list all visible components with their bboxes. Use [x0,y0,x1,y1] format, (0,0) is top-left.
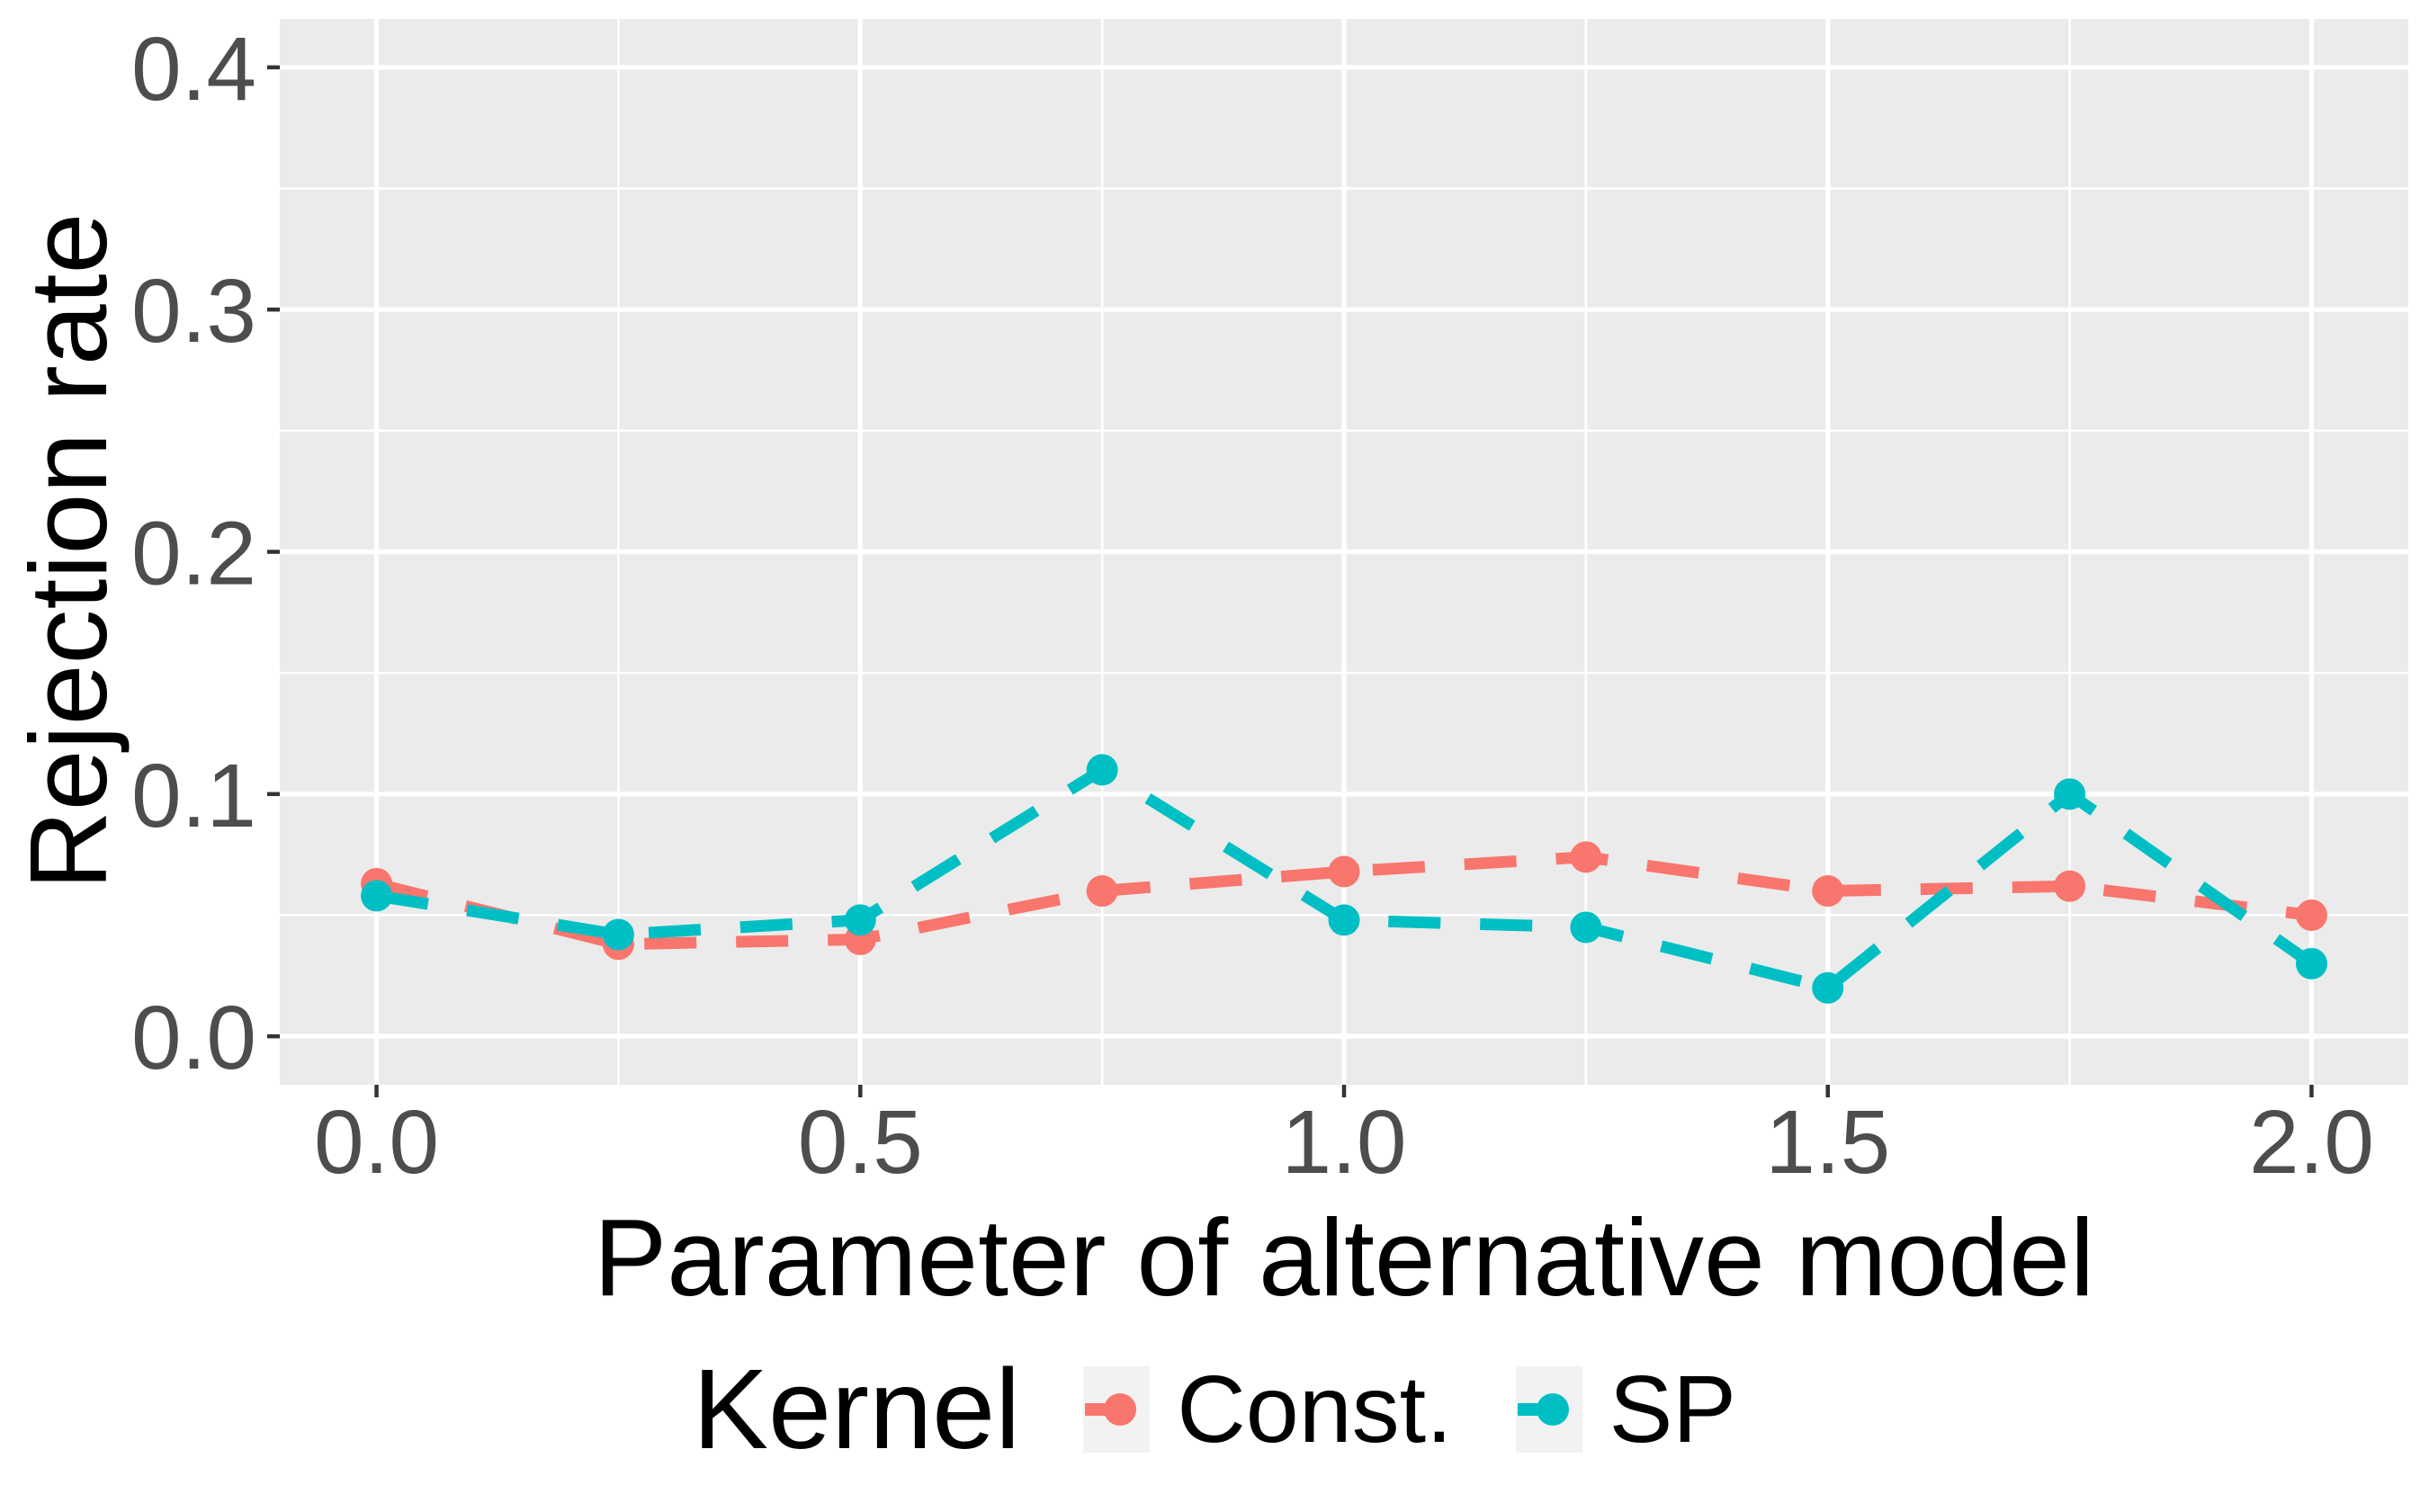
point-marker-icon [1536,1393,1569,1426]
legend: Kernel Const. SP [0,1315,2429,1504]
data-point-const [1812,875,1844,908]
data-point-const [1086,875,1118,908]
y-tick-label: 0.4 [131,19,256,120]
data-point-const [2054,870,2086,902]
point-marker-icon [1104,1393,1137,1426]
plot-panel-layer: 0.0 0.5 1.0 1.5 2.0 0.0 0.1 0.2 0.3 0.4 [131,19,2408,1193]
y-tick-label: 0.2 [131,504,256,604]
data-point-sp [1570,911,1602,944]
legend-key-const [1083,1366,1151,1453]
x-tick-label: 2.0 [2249,1092,2374,1193]
x-tick-label: 0.0 [314,1092,439,1193]
data-point-sp [2295,947,2327,980]
y-tick-label: 0.3 [131,261,256,362]
data-point-sp [1086,754,1118,786]
data-point-sp [602,918,634,951]
y-tick-label: 0.1 [131,746,256,846]
legend-label-sp: SP [1609,1356,1736,1463]
x-tick-label: 0.5 [798,1092,923,1193]
legend-key-sp [1515,1366,1582,1453]
x-axis-title: Parameter of alternative model [594,1196,2094,1319]
data-point-sp [1812,971,1844,1004]
y-axis-title: Rejection rate [7,213,130,890]
data-point-const [2295,899,2327,931]
y-tick-label: 0.0 [131,988,256,1088]
legend-item-const: Const. [1083,1356,1453,1463]
legend-label-const: Const. [1177,1356,1453,1463]
data-point-sp [844,904,876,936]
data-point-const [1570,841,1602,873]
legend-item-sp: SP [1515,1356,1736,1463]
data-point-sp [1328,904,1360,936]
data-point-sp [2054,778,2086,810]
x-tick-label: 1.5 [1765,1092,1890,1193]
data-point-const [1328,855,1360,888]
data-point-sp [361,880,393,912]
legend-title: Kernel [693,1346,1021,1472]
x-tick-label: 1.0 [1281,1092,1406,1193]
